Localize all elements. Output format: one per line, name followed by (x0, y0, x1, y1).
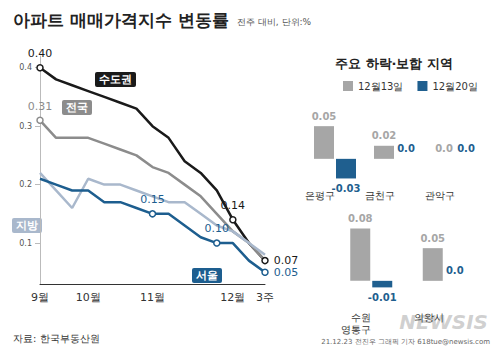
svg-text:-0.01: -0.01 (368, 292, 397, 303)
svg-text:12월: 12월 (220, 291, 245, 304)
svg-text:관악구: 관악구 (425, 190, 455, 201)
svg-text:3주: 3주 (256, 291, 274, 304)
svg-text:은평구: 은평구 (305, 190, 335, 201)
svg-text:0.4: 0.4 (19, 63, 32, 72)
svg-text:9월: 9월 (31, 291, 49, 304)
svg-text:0.10: 0.10 (205, 222, 230, 235)
svg-text:서울: 서울 (196, 269, 218, 282)
svg-text:-0.03: -0.03 (332, 183, 361, 194)
svg-text:전국: 전국 (66, 101, 88, 114)
svg-text:0.40: 0.40 (28, 47, 53, 60)
svg-text:영통구: 영통구 (341, 324, 371, 335)
svg-text:0.1: 0.1 (19, 239, 32, 248)
svg-text:0.0: 0.0 (397, 143, 415, 154)
svg-text:0.0: 0.0 (435, 143, 453, 154)
svg-text:0.02: 0.02 (372, 130, 397, 141)
svg-text:자료: 한국부동산원: 자료: 한국부동산원 (13, 333, 100, 344)
svg-text:0.0: 0.0 (457, 143, 475, 154)
svg-text:0.3: 0.3 (19, 122, 32, 131)
svg-text:주요 하락·보합 지역: 주요 하락·보합 지역 (335, 56, 453, 71)
svg-text:0.14: 0.14 (221, 199, 246, 212)
svg-text:10월: 10월 (76, 291, 101, 304)
svg-text:지방: 지방 (15, 219, 38, 232)
svg-text:0.05: 0.05 (312, 111, 337, 122)
svg-text:12월20일: 12월20일 (432, 81, 477, 92)
svg-text:12월13일: 12월13일 (358, 81, 403, 92)
svg-text:의왕시: 의왕시 (414, 312, 444, 323)
svg-text:0.05: 0.05 (420, 233, 445, 244)
svg-text:0.07: 0.07 (273, 254, 299, 268)
svg-text:NEWSIS: NEWSIS (399, 310, 488, 334)
svg-text:0.2: 0.2 (19, 180, 32, 189)
svg-text:수원: 수원 (351, 312, 371, 323)
svg-text:0.31: 0.31 (28, 100, 53, 113)
svg-text:금천구: 금천구 (365, 190, 395, 201)
svg-text:아파트 매매가격지수 변동률: 아파트 매매가격지수 변동률 (13, 10, 229, 30)
svg-text:0.15: 0.15 (140, 193, 165, 206)
svg-text:0.0: 0.0 (446, 265, 464, 276)
svg-text:전주 대비, 단위:%: 전주 대비, 단위:% (237, 17, 312, 27)
svg-text:0.08: 0.08 (348, 213, 373, 224)
svg-text:수도권: 수도권 (99, 73, 132, 86)
svg-text:21.12.23 전진우 그래픽 기자 618tue@new: 21.12.23 전진우 그래픽 기자 618tue@newsis.com (321, 338, 490, 346)
svg-text:0.05: 0.05 (274, 266, 299, 279)
svg-text:11월: 11월 (140, 291, 165, 304)
